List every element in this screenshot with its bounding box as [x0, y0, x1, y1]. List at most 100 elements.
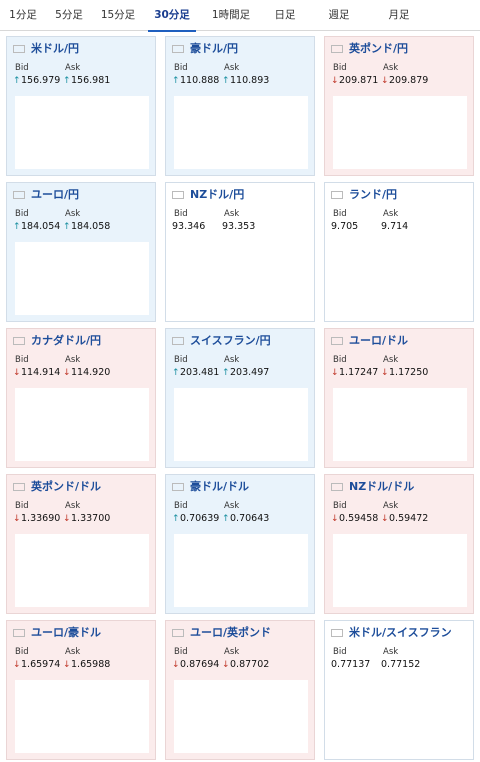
ask-value-wrap: ↑156.981 — [63, 75, 110, 86]
rate-card[interactable]: 0.7720.770.7684:0010:0016:00 米ドル/スイスフランBi… — [324, 620, 474, 760]
bid-label: Bid — [15, 63, 29, 73]
rate-card[interactable]: 184.51844:0010:0016:00ユーロ/円BidAsk↑184.05… — [6, 182, 156, 322]
price-chart[interactable] — [174, 534, 308, 607]
price-chart[interactable] — [15, 96, 149, 169]
ask-label: Ask — [383, 63, 399, 73]
rate-card[interactable]: 0.8790.8780.8770.8764:0010:0016:00 ユーロ/英ポ… — [165, 620, 315, 760]
tab-5[interactable]: 日足 — [274, 9, 296, 21]
price-chart[interactable] — [333, 242, 467, 315]
currency-pair-link[interactable]: ユーロ/ドル — [349, 334, 409, 347]
price-chart[interactable] — [174, 680, 308, 753]
ask-label: Ask — [224, 355, 240, 365]
tab-4[interactable]: 1時間足 — [211, 9, 251, 21]
rate-card[interactable]: 2042032024:0010:0016:00スイスフラン/円BidAsk↑20… — [165, 328, 315, 468]
bid-value: 1.17247 — [339, 367, 379, 378]
down-arrow-icon: ↓ — [13, 660, 21, 670]
currency-pair-link[interactable]: 豪ドル/円 — [190, 42, 239, 55]
price-chart[interactable] — [333, 388, 467, 461]
price-chart[interactable] — [174, 242, 308, 315]
bid-label: Bid — [174, 209, 188, 219]
candlestick-chart — [174, 534, 308, 607]
bid-value-wrap: ↑110.888 — [172, 75, 219, 86]
currency-pair-link[interactable]: NZドル/ドル — [349, 480, 415, 493]
currency-pair-link[interactable]: ユーロ/円 — [31, 188, 80, 201]
candlestick-chart — [333, 388, 467, 461]
ask-label: Ask — [383, 209, 399, 219]
bid-value: 1.65974 — [21, 659, 61, 670]
tab-6[interactable]: 週足 — [328, 9, 350, 21]
rate-card[interactable]: 93.693.493.29392.84:0010:0016:00 NZドル/円Bi… — [165, 182, 315, 322]
down-arrow-icon: ↓ — [172, 660, 180, 670]
down-arrow-icon: ↓ — [331, 514, 339, 524]
currency-pair-link[interactable]: 米ドル/円 — [31, 42, 80, 55]
currency-pair-link[interactable]: スイスフラン/円 — [190, 334, 271, 347]
tab-1[interactable]: 5分足 — [55, 9, 83, 21]
currency-pair-link[interactable]: 豪ドル/ドル — [190, 480, 250, 493]
price-chart[interactable] — [174, 388, 308, 461]
tab-2[interactable]: 15分足 — [100, 9, 136, 21]
tab-3[interactable]: 30分足 — [144, 0, 200, 32]
eu-us-flag-icon: 1.181.1754:0010:0016:00 — [331, 337, 343, 345]
price-chart[interactable] — [15, 388, 149, 461]
ask-value: 0.70643 — [230, 513, 270, 524]
rate-card[interactable]: 1.181.1754:0010:0016:00ユーロ/ドルBidAsk↓1.17… — [324, 328, 474, 468]
candlestick-chart — [15, 96, 149, 169]
rate-card[interactable]: 157156.51564:0010:0016:00米ドル/円BidAsk↑156… — [6, 36, 156, 176]
currency-pair-link[interactable]: カナダドル/円 — [31, 334, 102, 347]
bid-label: Bid — [333, 209, 347, 219]
down-arrow-icon: ↓ — [381, 514, 389, 524]
us-ch-flag-icon: 0.7720.770.7684:0010:0016:00 — [331, 629, 343, 637]
tab-7[interactable]: 月足 — [388, 9, 410, 21]
ask-value: 114.920 — [71, 367, 111, 378]
eu-gb-flag-icon: 0.8790.8780.8770.8764:0010:0016:00 — [172, 629, 184, 637]
down-arrow-icon: ↓ — [63, 514, 71, 524]
currency-pair-link[interactable]: 英ポンド/ドル — [31, 480, 102, 493]
ask-value-wrap: ↓1.17250 — [381, 367, 428, 378]
rate-card[interactable]: 0.7120.710.7080.7060.7044:0010:0016:00 豪ド… — [165, 474, 315, 614]
candlestick-chart — [333, 680, 467, 753]
currency-pair-link[interactable]: 英ポンド/円 — [349, 42, 409, 55]
ask-label: Ask — [224, 209, 240, 219]
price-chart[interactable] — [15, 534, 149, 607]
price-chart[interactable] — [333, 680, 467, 753]
bid-value: 156.979 — [21, 75, 61, 86]
ask-value: 203.497 — [230, 367, 270, 378]
currency-pair-link[interactable]: ユーロ/英ポンド — [190, 626, 272, 639]
currency-pair-link[interactable]: 米ドル/スイスフラン — [349, 626, 452, 639]
currency-pair-link[interactable]: ランド/円 — [349, 188, 398, 201]
price-chart[interactable] — [15, 242, 149, 315]
ask-value-wrap: ↑203.497 — [222, 367, 269, 378]
up-arrow-icon: ↑ — [13, 222, 21, 232]
down-arrow-icon: ↓ — [63, 368, 71, 378]
bid-label: Bid — [333, 501, 347, 511]
rate-card[interactable]: 114.8114.6114.4114.24:0010:0016:00 カナダドル/… — [6, 328, 156, 468]
ask-value-wrap: ↓0.87702 — [222, 659, 269, 670]
price-chart[interactable] — [333, 534, 467, 607]
tab-0[interactable]: 1分足 — [9, 9, 37, 21]
down-arrow-icon: ↓ — [381, 368, 389, 378]
rate-card[interactable]: 111110.51104:0010:0016:00豪ドル/円BidAsk↑110… — [165, 36, 315, 176]
price-chart[interactable] — [333, 96, 467, 169]
bid-value: 0.70639 — [180, 513, 220, 524]
currency-pair-link[interactable]: NZドル/円 — [190, 188, 245, 201]
ask-value: 156.981 — [71, 75, 111, 86]
bid-label: Bid — [15, 209, 29, 219]
price-chart[interactable] — [15, 680, 149, 753]
price-chart[interactable] — [174, 96, 308, 169]
ask-value-wrap: ↓114.920 — [63, 367, 110, 378]
up-arrow-icon: ↑ — [172, 514, 180, 524]
ask-label: Ask — [383, 647, 399, 657]
rate-card[interactable]: 1.3451.344:0010:0016:00英ポンド/ドルBidAsk↓1.3… — [6, 474, 156, 614]
bid-value: 114.914 — [21, 367, 61, 378]
ask-value-wrap: ↑184.058 — [63, 221, 110, 232]
ask-value-wrap: ↓209.879 — [381, 75, 428, 86]
ask-label: Ask — [224, 501, 240, 511]
currency-pair-link[interactable]: ユーロ/豪ドル — [31, 626, 102, 639]
candlestick-chart — [174, 96, 308, 169]
bid-value: 203.481 — [180, 367, 220, 378]
au-us-flag-icon: 0.7120.710.7080.7060.7044:0010:0016:00 — [172, 483, 184, 491]
